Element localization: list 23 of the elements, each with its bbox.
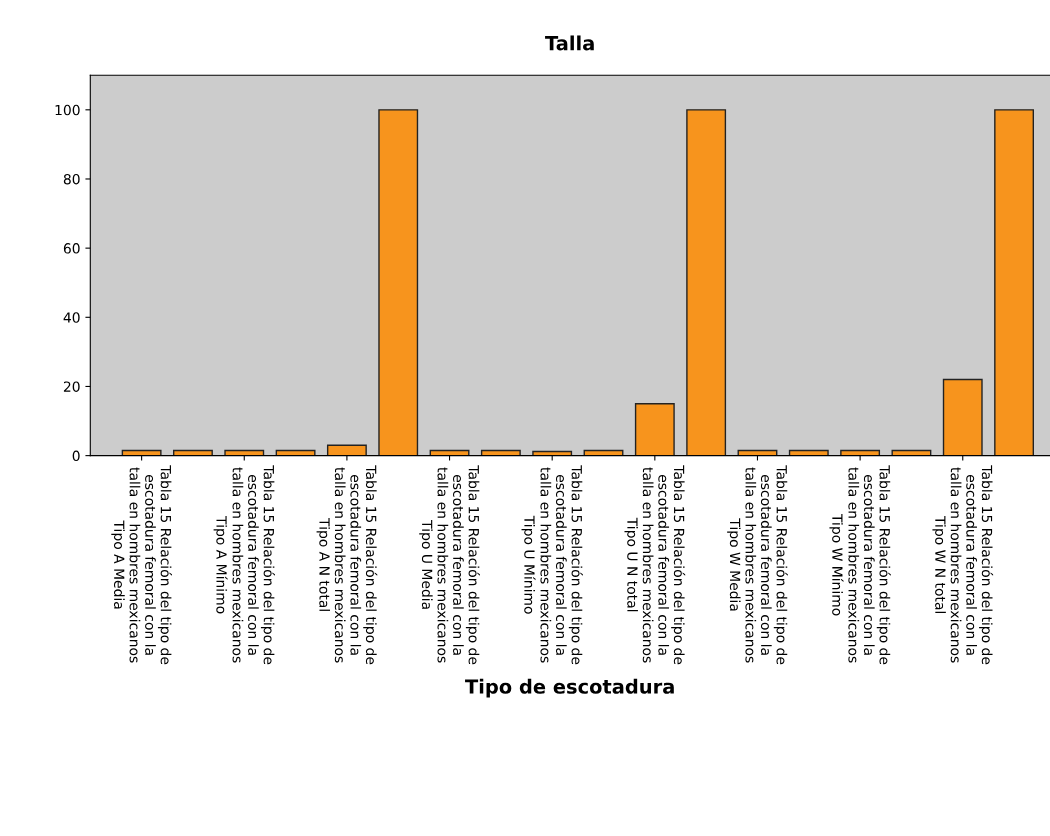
x-axis-title: Tipo de escotadura [465,678,674,698]
y-tick-label: 20 [63,381,80,392]
x-tick-label: Tabla 15 Relación del tipo de escotadura femoral con la talla en hombres mexicanos Tipo W N total [932,465,994,665]
x-tick-label: Tabla 15 Relación del tipo de escotadura femoral con la talla en hombres mexicanos Tipo W Media [727,465,788,665]
bar [634,403,675,456]
bar [686,109,727,456]
y-tick-label: 60 [63,243,80,254]
y-tick-label: 40 [63,312,80,323]
bar [994,109,1035,456]
y-tick-label: 100 [55,104,80,116]
bar [326,444,367,456]
y-tick-label: 80 [63,173,80,185]
bar [378,109,419,456]
x-tick-label: Tabla 15 Relación del tipo de escotadura femoral con la talla en hombres mexicanos Tipo U N total [624,465,686,665]
x-tick-label: Tabla 15 Relación del tipo de escotadura femoral con la talla en hombres mexicanos Tipo W Mínimo [829,465,891,665]
x-tick-label: Tabla 15 Relación del tipo de escotadura femoral con la talla en hombres mexicanos Tipo A Media [111,465,172,665]
chart-title: Talla [545,35,594,51]
y-tick-label: 0 [72,450,80,462]
x-tick-label: Tabla 15 Relación del tipo de escotadura femoral con la talla en hombres mexicanos Tipo A Mínimo [213,465,275,665]
x-tick-label: Tabla 15 Relación del tipo de escotadura femoral con la talla en hombres mexicanos Tipo U Media [419,465,480,665]
x-tick-label: Tabla 15 Relación del tipo de escotadura femoral con la talla en hombres mexicanos Tipo A N total [316,465,378,665]
x-tick-label: Tabla 15 Relación del tipo de escotadura femoral con la talla en hombres mexicanos Tipo U Mínimo [521,465,583,665]
bar [942,378,983,456]
